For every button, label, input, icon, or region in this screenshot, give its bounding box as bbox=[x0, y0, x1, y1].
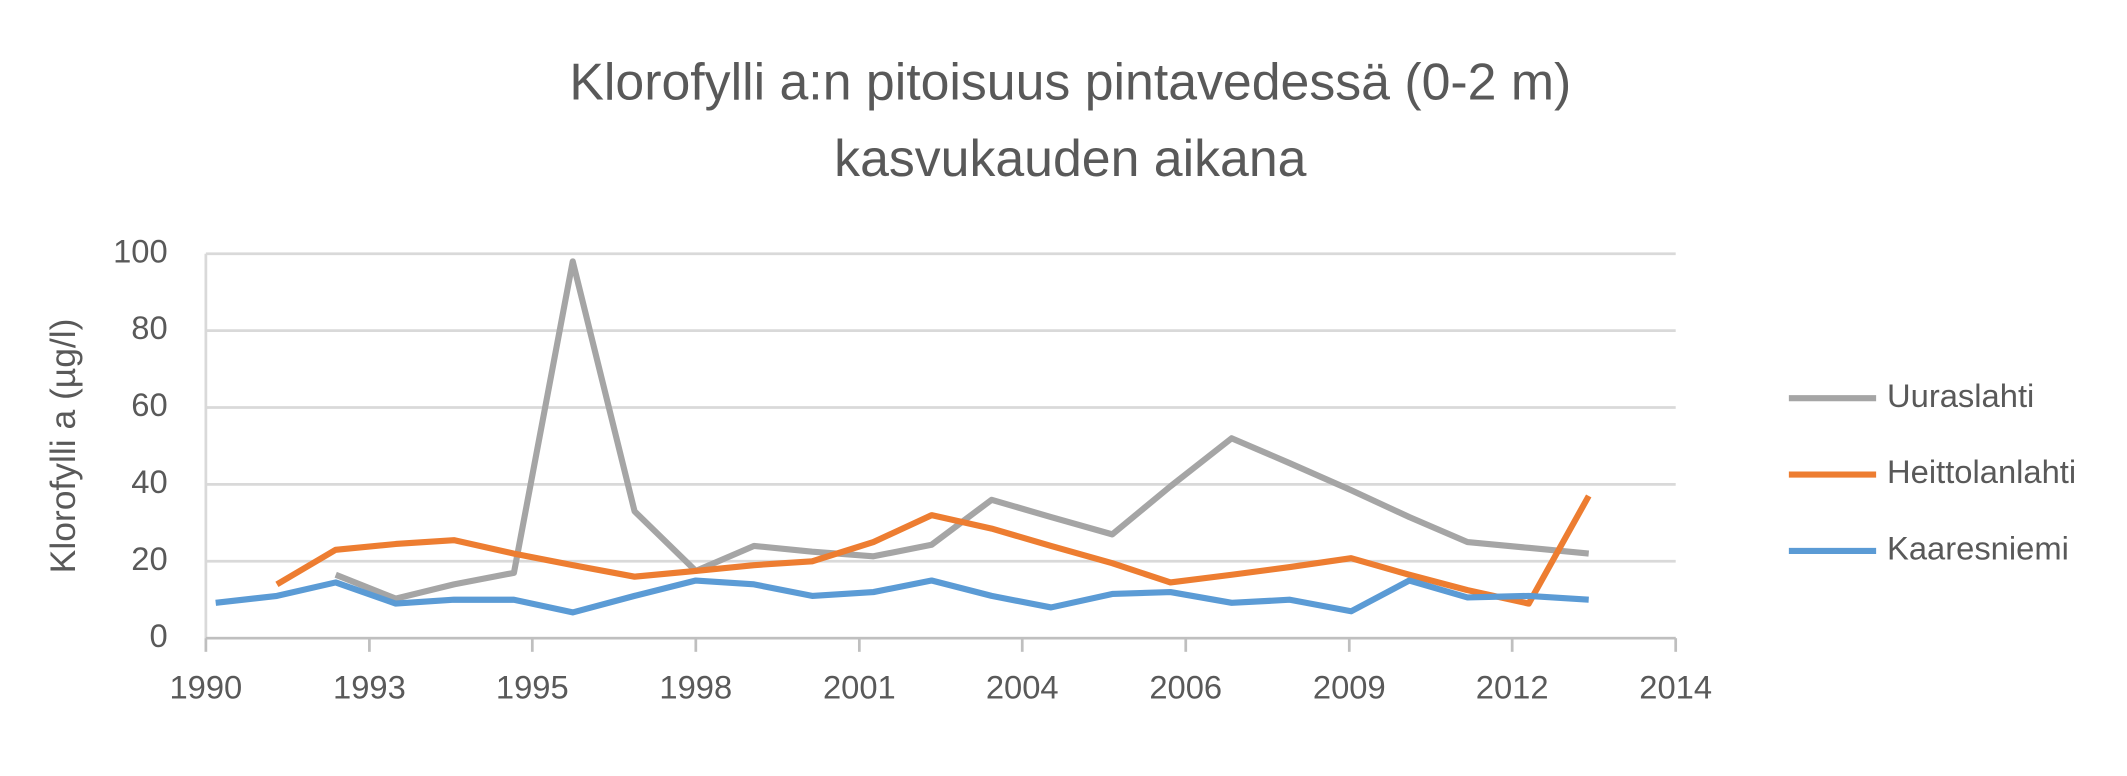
chart-title: Klorofylli a:n pitoisuus pintavedessä (0… bbox=[569, 53, 1571, 111]
x-tick-label: 2012 bbox=[1476, 669, 1549, 706]
chart-title: kasvukauden aikana bbox=[834, 129, 1306, 187]
x-tick-label: 2014 bbox=[1639, 669, 1712, 706]
legend-label: Uuraslahti bbox=[1887, 377, 2034, 414]
x-tick-label: 2006 bbox=[1149, 669, 1222, 706]
y-tick-label: 40 bbox=[131, 463, 167, 500]
x-tick-label: 1993 bbox=[333, 669, 406, 706]
y-tick-label: 80 bbox=[131, 309, 167, 346]
y-tick-label: 20 bbox=[131, 540, 167, 577]
x-tick-label: 1998 bbox=[659, 669, 732, 706]
series-line bbox=[215, 577, 1589, 616]
y-axis-label: Klorofylli a (µg/l) bbox=[43, 319, 83, 574]
legend-label: Heittolanlahti bbox=[1887, 453, 2076, 490]
x-tick-label: 2009 bbox=[1313, 669, 1386, 706]
x-tick-label: 2004 bbox=[986, 669, 1059, 706]
x-tick-label: 1990 bbox=[169, 669, 242, 706]
x-tick-label: 1995 bbox=[496, 669, 569, 706]
legend-label: Kaaresniemi bbox=[1887, 530, 2069, 567]
series-line bbox=[275, 494, 1592, 607]
x-tick-label: 2001 bbox=[823, 669, 896, 706]
y-tick-label: 100 bbox=[113, 232, 168, 269]
y-tick-label: 0 bbox=[150, 617, 168, 654]
y-tick-label: 60 bbox=[131, 386, 167, 423]
series-line bbox=[334, 258, 1590, 602]
